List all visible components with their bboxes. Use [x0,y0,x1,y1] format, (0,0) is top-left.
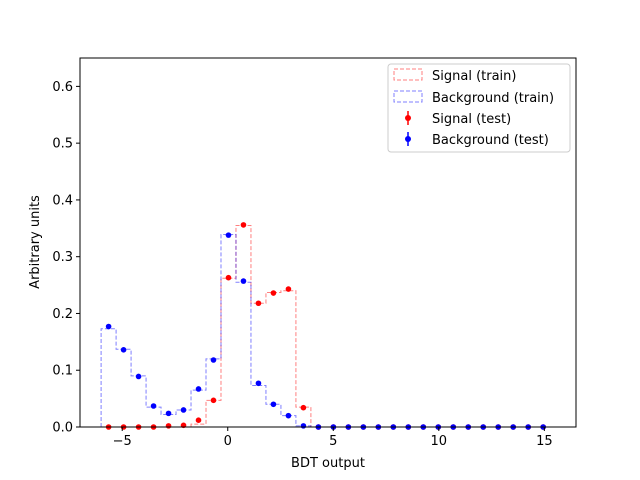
background-test-point [210,357,217,363]
signal-test-point [240,222,247,228]
background-test-point [135,373,142,380]
axes-frame [79,57,577,428]
signal-test-point [225,274,232,281]
y-tick-label: 0.6 [52,80,73,95]
legend-label-signal-train: Signal (train) [432,69,516,84]
y-tick-label: 0.1 [52,364,73,379]
legend-box [387,63,571,153]
x-tick-label: −5 [113,434,132,449]
x-tick-label: 5 [329,434,337,449]
background-test-point [240,278,247,284]
signal-test-point [165,423,172,429]
y-tick-label: 0.4 [52,193,73,208]
y-tick-label: 0.0 [52,421,73,436]
x-tick-label: 0 [224,434,232,449]
background-test-point [105,323,112,330]
signal-test-point [285,286,292,292]
background-test-point [285,412,292,419]
x-axis: −5 0 5 10 15 [113,427,553,449]
signal-test-point [195,417,202,423]
background-test-point [270,401,277,408]
legend: Signal (train) Background (train) Signal… [387,63,571,153]
legend-label-background-train: Background (train) [432,91,554,106]
y-axis: 0.0 0.1 0.2 0.3 0.4 0.5 0.6 [52,80,80,436]
background-test-point [165,410,172,417]
legend-marker-signal-test [405,115,411,121]
background-test-point [120,346,127,353]
legend-label-signal-test: Signal (test) [432,112,511,127]
y-tick-label: 0.2 [52,307,73,322]
x-axis-label: BDT output [291,456,365,471]
background-test-point [180,407,187,413]
y-axis-label: Arbitrary units [28,195,43,289]
y-tick-label: 0.5 [52,137,73,152]
plot-area [100,222,551,430]
legend-swatch-signal-train [393,68,423,81]
signal-test-point [270,290,277,296]
legend-marker-background-test [405,136,411,142]
signal-test-point [255,300,262,307]
y-tick-label: 0.3 [52,250,73,265]
background-test-point [225,232,232,238]
x-tick-label: 15 [536,434,553,449]
background-test-point [255,380,262,387]
legend-label-background-test: Background (test) [432,133,549,148]
signal-test-point [210,397,217,404]
signal-test-point [300,404,307,411]
legend-swatch-background-train [393,90,423,103]
x-tick-label: 10 [431,434,448,449]
background-test-point [150,403,157,409]
background-test-point [300,423,307,429]
background-test-point [195,386,202,392]
